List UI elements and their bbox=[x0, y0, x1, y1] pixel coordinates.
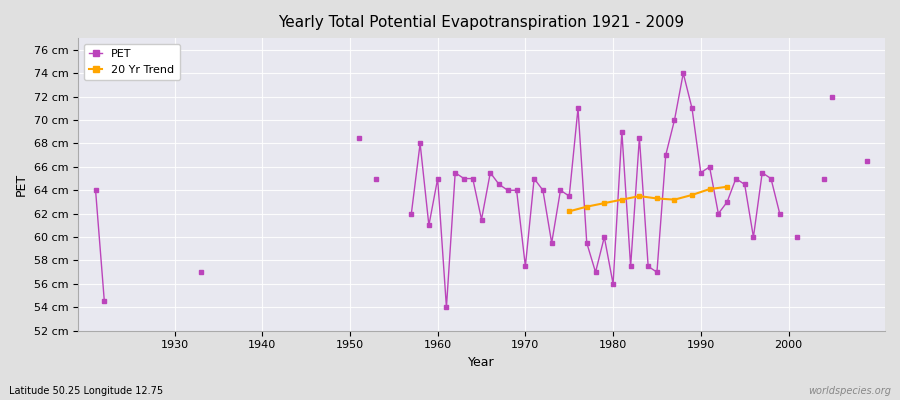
20 Yr Trend bbox=[598, 201, 609, 206]
20 Yr Trend bbox=[687, 192, 698, 197]
Line: PET: PET bbox=[94, 188, 106, 304]
Line: 20 Yr Trend: 20 Yr Trend bbox=[567, 185, 729, 214]
20 Yr Trend bbox=[581, 204, 592, 209]
20 Yr Trend bbox=[652, 196, 662, 201]
Text: worldspecies.org: worldspecies.org bbox=[808, 386, 891, 396]
Legend: PET, 20 Yr Trend: PET, 20 Yr Trend bbox=[84, 44, 180, 80]
PET bbox=[90, 188, 101, 193]
20 Yr Trend bbox=[634, 194, 644, 198]
Text: Latitude 50.25 Longitude 12.75: Latitude 50.25 Longitude 12.75 bbox=[9, 386, 163, 396]
Y-axis label: PET: PET bbox=[15, 173, 28, 196]
20 Yr Trend bbox=[704, 187, 715, 192]
20 Yr Trend bbox=[616, 197, 627, 202]
20 Yr Trend bbox=[563, 209, 574, 214]
20 Yr Trend bbox=[669, 197, 680, 202]
20 Yr Trend bbox=[722, 184, 733, 189]
PET bbox=[99, 299, 110, 304]
Title: Yearly Total Potential Evapotranspiration 1921 - 2009: Yearly Total Potential Evapotranspiratio… bbox=[278, 15, 685, 30]
X-axis label: Year: Year bbox=[468, 356, 495, 369]
